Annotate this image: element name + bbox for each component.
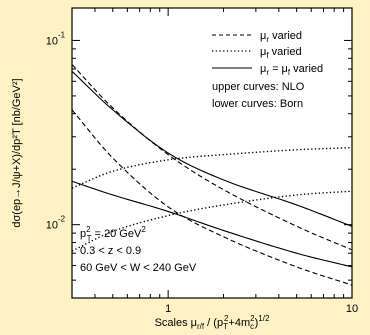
annotation-block: p2 T = 20 GeV2 0.3 < z < 0.9 60 GeV < W <… bbox=[80, 225, 197, 274]
y-tick-label: 10 bbox=[46, 35, 58, 47]
legend-label-dotted: μf varied bbox=[260, 46, 302, 60]
annotation-z-range: 0.3 < z < 0.9 bbox=[80, 245, 141, 257]
y-axis-label: dσ(ep→J/ψ+X)/dp²T [nb/GeV²] bbox=[11, 78, 23, 227]
x-tick-label: 1 bbox=[165, 303, 171, 315]
series-line-dotted-nlo bbox=[71, 146, 353, 189]
series-line-dashed-nlo bbox=[71, 64, 353, 251]
x-axis-label: Scales μr/f / (pT2+4mc2)1/2 bbox=[155, 314, 270, 331]
series-line-solid-born bbox=[71, 180, 353, 268]
legend: μr varied μf varied μr = μf varied upper… bbox=[212, 30, 323, 110]
x-tick-label: 10 bbox=[346, 303, 358, 315]
series-curves bbox=[71, 64, 353, 286]
y-tick-exponent: -1 bbox=[58, 30, 66, 39]
annotation-w-range: 60 GeV < W < 240 GeV bbox=[80, 262, 197, 274]
y-tick-exponent: -2 bbox=[58, 215, 66, 224]
series-line-solid-nlo bbox=[71, 70, 353, 227]
legend-note-born: lower curves: Born bbox=[212, 98, 303, 110]
y-tick-label: 10 bbox=[46, 220, 58, 232]
legend-label-dashed: μr varied bbox=[260, 30, 302, 44]
plot-panel bbox=[71, 7, 353, 299]
annotation-pt2: p2 T = 20 GeV2 bbox=[80, 225, 146, 243]
series-line-dashed-born bbox=[71, 109, 353, 286]
legend-label-solid: μr = μf varied bbox=[260, 63, 323, 77]
legend-note-nlo: upper curves: NLO bbox=[212, 81, 305, 93]
